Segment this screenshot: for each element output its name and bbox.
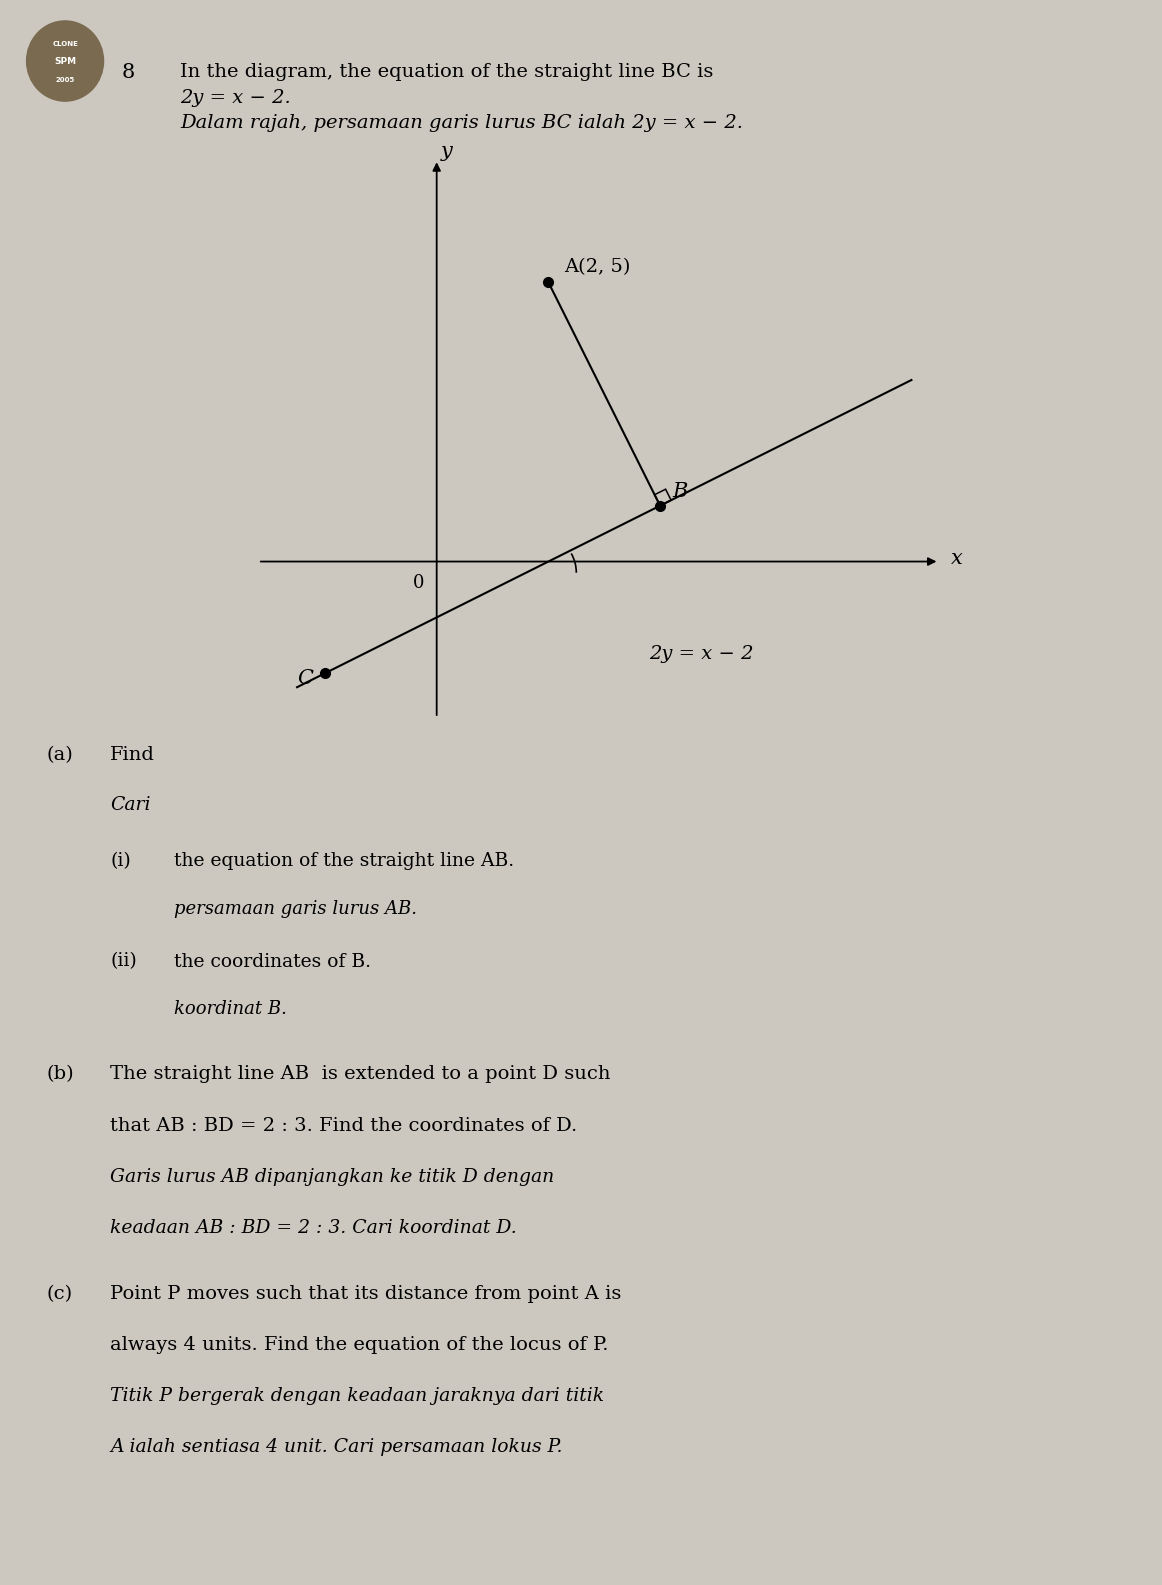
Text: B: B	[673, 482, 688, 501]
Text: (a): (a)	[46, 747, 73, 764]
Text: A ialah sentiasa 4 unit. Cari persamaan lokus P.: A ialah sentiasa 4 unit. Cari persamaan …	[110, 1439, 562, 1457]
Text: that AB : BD = 2 : 3. Find the coordinates of D.: that AB : BD = 2 : 3. Find the coordinat…	[110, 1117, 578, 1135]
Text: 2005: 2005	[56, 78, 74, 82]
Text: SPM: SPM	[53, 57, 77, 65]
Text: CLONE: CLONE	[52, 41, 78, 46]
Text: koordinat B.: koordinat B.	[174, 1000, 287, 1018]
Text: A(2, 5): A(2, 5)	[564, 258, 631, 276]
Text: (b): (b)	[46, 1065, 74, 1084]
Text: 0: 0	[413, 574, 424, 591]
Text: y: y	[440, 141, 453, 160]
Text: Cari: Cari	[110, 796, 151, 815]
Text: C: C	[296, 669, 313, 688]
Text: always 4 units. Find the equation of the locus of P.: always 4 units. Find the equation of the…	[110, 1336, 609, 1354]
Text: the equation of the straight line AB.: the equation of the straight line AB.	[174, 853, 515, 870]
Text: 2y = x − 2.: 2y = x − 2.	[180, 89, 290, 106]
Circle shape	[27, 21, 103, 101]
Text: (i): (i)	[110, 853, 131, 870]
Text: 2y = x − 2: 2y = x − 2	[648, 645, 753, 663]
Text: x: x	[951, 550, 962, 569]
Text: Titik P bergerak dengan keadaan jaraknya dari titik: Titik P bergerak dengan keadaan jaraknya…	[110, 1387, 604, 1406]
Text: the coordinates of B.: the coordinates of B.	[174, 953, 372, 970]
Text: Dalam rajah, persamaan garis lurus BC ialah 2y = x − 2.: Dalam rajah, persamaan garis lurus BC ia…	[180, 114, 744, 132]
Text: (c): (c)	[46, 1285, 72, 1303]
Text: persamaan garis lurus AB.: persamaan garis lurus AB.	[174, 900, 417, 918]
Text: Point P moves such that its distance from point A is: Point P moves such that its distance fro…	[110, 1285, 622, 1303]
Text: In the diagram, the equation of the straight line BC is: In the diagram, the equation of the stra…	[180, 63, 713, 81]
Text: keadaan AB : BD = 2 : 3. Cari koordinat D.: keadaan AB : BD = 2 : 3. Cari koordinat …	[110, 1219, 517, 1238]
Text: Find: Find	[110, 747, 156, 764]
Text: 8: 8	[122, 63, 135, 82]
Text: Garis lurus AB dipanjangkan ke titik D dengan: Garis lurus AB dipanjangkan ke titik D d…	[110, 1168, 554, 1186]
Text: The straight line AB  is extended to a point D such: The straight line AB is extended to a po…	[110, 1065, 611, 1084]
Text: (ii): (ii)	[110, 953, 137, 970]
